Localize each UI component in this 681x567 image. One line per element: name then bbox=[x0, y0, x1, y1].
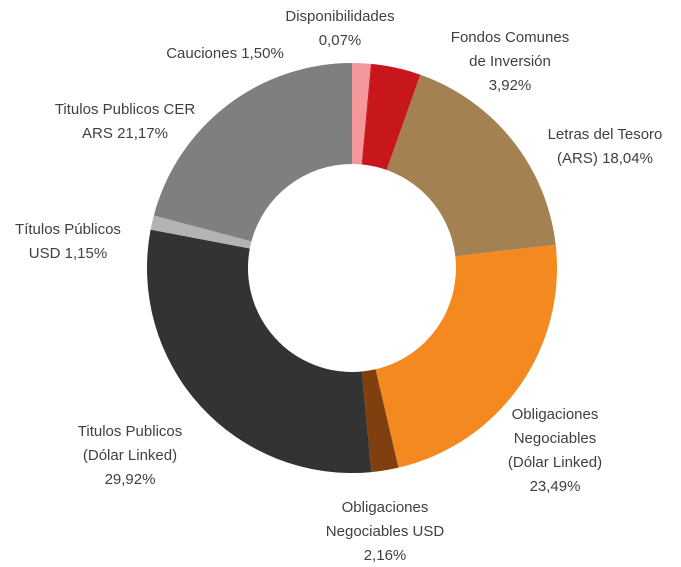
donut-slice bbox=[352, 63, 372, 165]
value-label: 0,07% bbox=[318, 32, 362, 49]
value-label: 29,92% bbox=[104, 471, 156, 488]
category-label: Obligaciones Negociables (Dólar Linked) bbox=[507, 406, 603, 471]
value-label: 2,16% bbox=[363, 547, 407, 564]
value-label: 1,15% bbox=[64, 245, 108, 262]
category-label: Letras del Tesoro (ARS) bbox=[547, 126, 663, 167]
donut-slice bbox=[361, 63, 372, 165]
donut-slice bbox=[362, 63, 421, 170]
donut-slice bbox=[375, 244, 557, 468]
slice-label: Obligaciones Negociables (Dólar Linked) … bbox=[500, 403, 610, 499]
slice-label: Titulos Publicos CER ARS 21,17% bbox=[50, 98, 200, 146]
slice-label: Fondos Comunes de Inversión 3,92% bbox=[448, 26, 573, 98]
category-label: Cauciones bbox=[166, 45, 238, 62]
category-label: Titulos Publicos CER ARS bbox=[54, 101, 196, 142]
slice-label: Disponibilidades 0,07% bbox=[240, 5, 440, 53]
category-label: Disponibilidades bbox=[285, 8, 395, 25]
slice-label: Titulos Publicos (Dólar Linked) 29,92% bbox=[65, 420, 195, 492]
donut-slice bbox=[150, 215, 252, 249]
value-label: 1,50% bbox=[241, 45, 284, 62]
donut-slice bbox=[361, 369, 399, 473]
slice-label: Obligaciones Negociables USD 2,16% bbox=[323, 496, 448, 567]
category-label: Obligaciones Negociables USD bbox=[325, 499, 445, 540]
slice-label: Títulos Públicos USD 1,15% bbox=[3, 218, 133, 266]
donut-slice bbox=[386, 74, 556, 257]
donut-slice bbox=[153, 62, 352, 242]
donut-slice bbox=[147, 229, 372, 473]
category-label: Titulos Publicos (Dólar Linked) bbox=[77, 423, 183, 464]
value-label: 3,92% bbox=[488, 77, 532, 94]
slice-label: Cauciones 1,50% bbox=[125, 42, 325, 66]
category-label: Fondos Comunes de Inversión bbox=[450, 29, 570, 70]
value-label: 18,04% bbox=[602, 150, 653, 167]
value-label: 23,49% bbox=[529, 478, 581, 495]
slice-label: Letras del Tesoro (ARS) 18,04% bbox=[535, 123, 675, 171]
category-label: Títulos Públicos USD bbox=[15, 221, 121, 262]
value-label: 21,17% bbox=[117, 125, 168, 142]
